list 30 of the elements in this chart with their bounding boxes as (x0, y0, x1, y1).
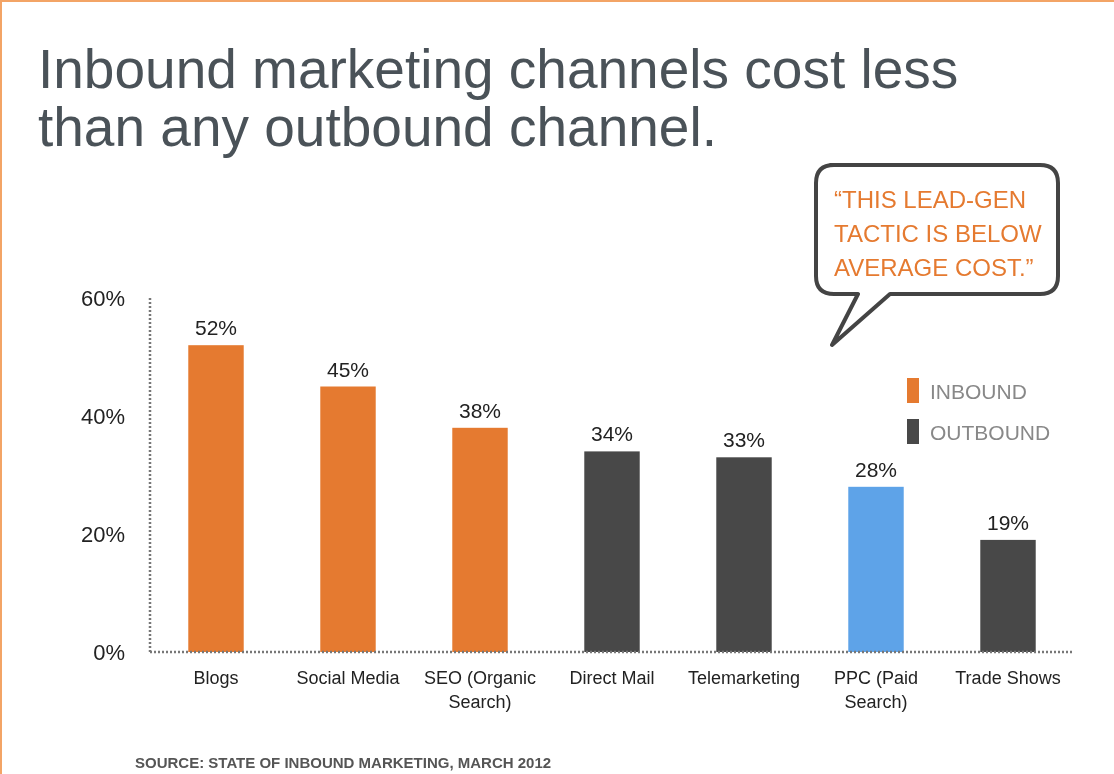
bar (188, 345, 244, 652)
source-note: SOURCE: STATE OF INBOUND MARKETING, MARCH 2012 (135, 754, 552, 771)
x-tick-label: Telemarketing (687, 668, 801, 688)
text: “THIS LEAD-GEN TACTIC IS BELOW AVERAGE COST.” (834, 186, 1042, 281)
x-tick-label: Social Media (296, 668, 401, 688)
chart-title: Inbound marketing channels cost less than any outbound channel. (38, 38, 959, 158)
y-tick-label: 20% (80, 522, 125, 547)
bar (716, 457, 772, 652)
bar (584, 451, 640, 652)
data-label: 45% (326, 357, 370, 381)
y-tick-label: 0% (93, 640, 125, 665)
legend-label: INBOUND (930, 380, 1027, 403)
data-label: 38% (458, 398, 502, 422)
x-tick-label: Direct Mail (569, 668, 655, 688)
data-label: 34% (590, 422, 634, 446)
y-tick-label: 60% (80, 286, 125, 311)
y-tick-label: 40% (80, 404, 125, 429)
bar (848, 486, 904, 652)
data-label: 28% (854, 457, 898, 481)
x-tick-label: Blogs (193, 668, 239, 688)
x-tick-label: SEO (Organic Search) (423, 668, 537, 712)
bar (980, 539, 1036, 652)
legend-label: OUTBOUND (930, 421, 1051, 444)
bar (320, 386, 376, 652)
x-tick-label: Trade Shows (955, 668, 1061, 688)
data-label: 33% (722, 428, 766, 452)
data-label: 52% (194, 316, 238, 340)
data-label: 19% (986, 510, 1030, 534)
x-tick-label: PPC (Paid Search) (833, 668, 919, 712)
bar (452, 427, 508, 652)
